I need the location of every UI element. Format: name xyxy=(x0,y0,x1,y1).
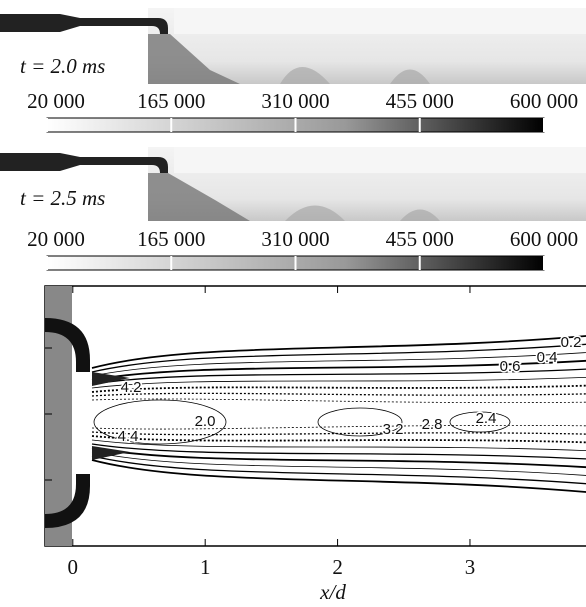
contour-line xyxy=(91,424,586,430)
contour-line xyxy=(91,368,586,385)
contour-line xyxy=(91,343,586,373)
contour-line xyxy=(92,372,130,386)
contour-line xyxy=(91,359,586,381)
contour-line xyxy=(91,447,586,469)
contour-label: 4.2 xyxy=(121,379,142,396)
x-axis-label: x/d xyxy=(319,580,346,604)
colorbar-tick-label: 165 000 xyxy=(137,89,205,113)
contour-line xyxy=(91,443,586,460)
contour-line xyxy=(91,352,586,377)
x-tick-label: 3 xyxy=(465,555,476,579)
contour-line xyxy=(91,392,586,397)
colorbar-tick-label: 310 000 xyxy=(261,89,329,113)
contour-line xyxy=(91,455,586,485)
contour-line xyxy=(91,376,586,389)
contour-line xyxy=(91,384,586,393)
contour-line xyxy=(91,451,586,476)
colorbar-tick-label: 455 000 xyxy=(386,227,454,251)
colorbar-tick-label: 600 000 xyxy=(510,89,578,113)
contour-line xyxy=(91,435,586,444)
contour-label: 0.4 xyxy=(537,349,558,366)
contour-line xyxy=(91,459,586,493)
simulation-image xyxy=(0,147,586,221)
colorbar-tick-label: 20 000 xyxy=(27,227,85,251)
time-label: t = 2.5 ms xyxy=(20,186,105,210)
contour-plot xyxy=(44,285,586,547)
x-tick-label: 2 xyxy=(332,555,343,579)
contour-label: 2.0 xyxy=(195,413,216,430)
contour-label: 2.8 xyxy=(422,416,443,433)
x-tick-label: 0 xyxy=(68,555,79,579)
colorbar-tick-label: 455 000 xyxy=(386,89,454,113)
colorbar-tick-label: 310 000 xyxy=(261,227,329,251)
colorbar-tick-label: 600 000 xyxy=(510,227,578,251)
contour-line xyxy=(91,431,586,436)
contour-line xyxy=(317,407,403,437)
contour-line xyxy=(449,411,511,433)
contour-label: 0.2 xyxy=(561,334,582,351)
contour-line xyxy=(91,398,586,404)
contour-label: 0.6 xyxy=(500,358,521,375)
contour-line xyxy=(91,335,586,369)
time-label: t = 2.0 ms xyxy=(20,54,105,78)
contour-label: 3.2 xyxy=(383,421,404,438)
simulation-image xyxy=(0,8,586,84)
contour-label: 4.4 xyxy=(118,428,139,445)
contour-line xyxy=(92,446,130,460)
contour-label: 2.4 xyxy=(476,410,497,427)
contour-line xyxy=(91,439,586,452)
x-tick-label: 1 xyxy=(200,555,211,579)
colorbar-tick-label: 20 000 xyxy=(27,89,85,113)
colorbar-tick-label: 165 000 xyxy=(137,227,205,251)
contour-line xyxy=(93,399,227,445)
contours xyxy=(91,335,586,493)
